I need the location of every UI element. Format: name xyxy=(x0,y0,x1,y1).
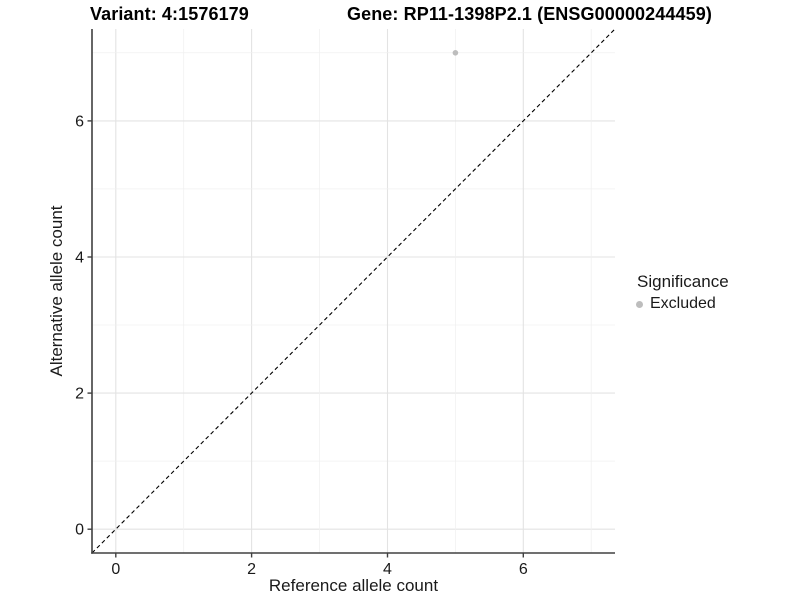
x-axis-title: Reference allele count xyxy=(268,576,439,595)
variant-title: Variant: 4:1576179 xyxy=(90,4,249,24)
x-tick-label-0: 0 xyxy=(111,561,120,578)
y-tick-label-4: 4 xyxy=(75,250,84,267)
x-tick-label-6: 6 xyxy=(519,561,528,578)
data-point-excluded xyxy=(452,50,459,56)
legend-item-excluded: Excluded xyxy=(632,295,729,313)
x-tick-label-4: 4 xyxy=(383,561,392,578)
legend: Significance Excluded xyxy=(632,272,729,313)
y-tick-label-2: 2 xyxy=(75,386,84,403)
identity-dashed-line xyxy=(91,28,616,554)
gene-title: Gene: RP11-1398P2.1 (ENSG00000244459) xyxy=(347,4,712,24)
legend-item-label: Excluded xyxy=(650,295,716,312)
y-axis-title: Alternative allele count xyxy=(47,205,66,377)
legend-title: Significance xyxy=(637,272,729,291)
excluded-point-key-icon xyxy=(636,300,643,308)
y-tick-label-0: 0 xyxy=(75,522,84,539)
y-tick-label-6: 6 xyxy=(75,113,84,130)
x-tick-label-2: 2 xyxy=(247,561,256,578)
